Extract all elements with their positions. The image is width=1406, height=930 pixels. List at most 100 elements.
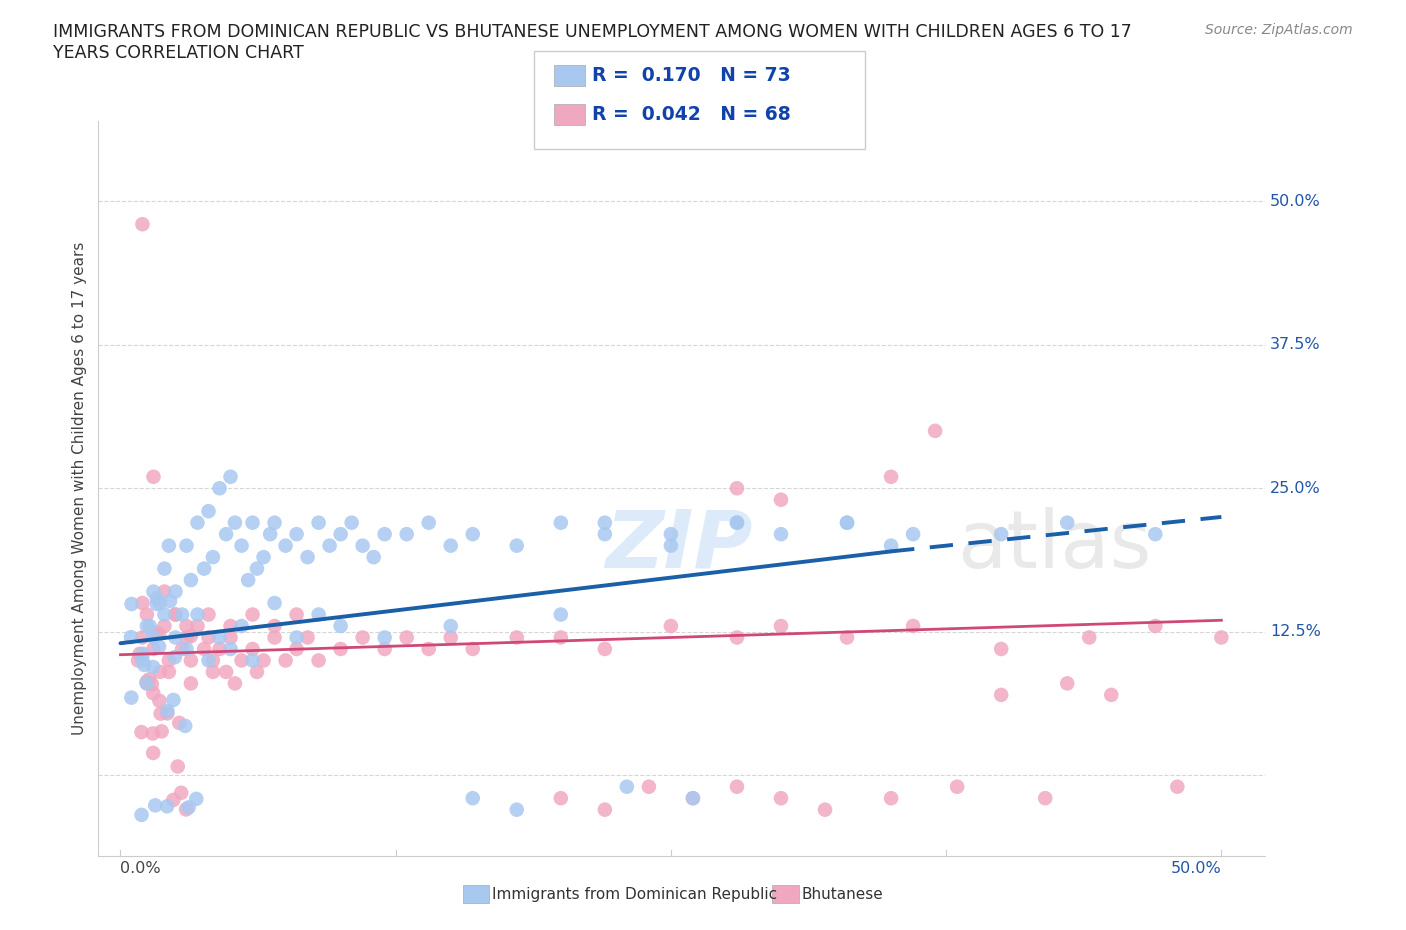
Point <box>769 618 792 633</box>
Point <box>616 779 638 794</box>
Point <box>374 642 396 657</box>
Point <box>506 630 529 644</box>
Point <box>167 715 190 730</box>
Point <box>638 779 661 794</box>
Point <box>769 526 792 541</box>
Point <box>285 526 308 541</box>
Point <box>659 618 682 633</box>
Text: 0.0%: 0.0% <box>121 861 162 876</box>
Point <box>135 674 157 689</box>
Point <box>835 630 858 644</box>
Text: R =  0.042   N = 68: R = 0.042 N = 68 <box>592 105 790 124</box>
Point <box>440 630 463 644</box>
Point <box>440 538 463 553</box>
Text: 37.5%: 37.5% <box>1270 338 1320 352</box>
Point <box>174 719 197 734</box>
Text: 50.0%: 50.0% <box>1171 861 1222 876</box>
Point <box>148 627 170 642</box>
Point <box>142 685 165 700</box>
Point <box>246 561 269 576</box>
Point <box>172 642 194 657</box>
Text: atlas: atlas <box>957 507 1152 585</box>
Point <box>835 515 858 530</box>
Text: 50.0%: 50.0% <box>1270 193 1320 208</box>
Point <box>263 630 285 644</box>
Point <box>236 573 259 588</box>
Point <box>145 625 167 640</box>
Point <box>593 515 616 530</box>
Point <box>193 561 215 576</box>
Point <box>550 630 572 644</box>
Text: R =  0.170   N = 73: R = 0.170 N = 73 <box>592 66 790 85</box>
Point <box>363 550 385 565</box>
Point <box>285 630 308 644</box>
Point <box>506 803 529 817</box>
Point <box>440 618 463 633</box>
Point <box>1056 676 1078 691</box>
Point <box>135 607 157 622</box>
Point <box>180 676 202 691</box>
Point <box>186 515 208 530</box>
Point <box>156 799 179 814</box>
Y-axis label: Unemployment Among Women with Children Ages 6 to 17 years: Unemployment Among Women with Children A… <box>72 242 87 735</box>
Point <box>121 596 143 611</box>
Point <box>186 618 208 633</box>
Point <box>138 618 160 633</box>
Point <box>170 785 193 800</box>
Point <box>148 694 170 709</box>
Point <box>352 630 374 644</box>
Point <box>318 538 340 553</box>
Point <box>162 693 184 708</box>
Text: 12.5%: 12.5% <box>1270 624 1320 639</box>
Point <box>201 550 224 565</box>
Point <box>880 470 903 485</box>
Point <box>1099 687 1122 702</box>
Point <box>224 676 246 691</box>
Point <box>180 629 202 644</box>
Point <box>1211 630 1233 644</box>
Point <box>242 515 264 530</box>
Text: 25.0%: 25.0% <box>1270 481 1320 496</box>
Point <box>259 526 281 541</box>
Point <box>197 653 219 668</box>
Text: IMMIGRANTS FROM DOMINICAN REPUBLIC VS BHUTANESE UNEMPLOYMENT AMONG WOMEN WITH CH: IMMIGRANTS FROM DOMINICAN REPUBLIC VS BH… <box>53 23 1132 62</box>
Point <box>990 526 1012 541</box>
Point <box>659 526 682 541</box>
Point <box>593 803 616 817</box>
Point <box>143 798 166 813</box>
Point <box>156 703 179 718</box>
Point <box>174 802 197 817</box>
Point <box>835 515 858 530</box>
Point <box>329 526 352 541</box>
Text: ZIP: ZIP <box>605 507 752 585</box>
Point <box>135 676 157 691</box>
Point <box>1144 526 1167 541</box>
Point <box>395 630 418 644</box>
Point <box>153 607 176 622</box>
Point <box>659 538 682 553</box>
Point <box>880 538 903 553</box>
Point <box>297 550 319 565</box>
Point <box>1056 515 1078 530</box>
Point <box>165 607 187 622</box>
Point <box>157 653 180 668</box>
Point <box>263 595 285 610</box>
Point <box>120 690 142 705</box>
Point <box>149 706 172 721</box>
Point <box>131 217 153 232</box>
Point <box>176 630 198 644</box>
Point <box>274 653 297 668</box>
Point <box>1166 779 1188 794</box>
Point <box>924 423 946 438</box>
Point <box>162 792 184 807</box>
Point <box>131 724 153 739</box>
Text: Bhutanese: Bhutanese <box>801 886 883 902</box>
Point <box>946 779 969 794</box>
Point <box>120 630 142 644</box>
Point <box>308 653 330 668</box>
Point <box>132 646 155 661</box>
Point <box>176 642 198 657</box>
Point <box>252 653 274 668</box>
Point <box>163 650 186 665</box>
Point <box>142 470 165 485</box>
